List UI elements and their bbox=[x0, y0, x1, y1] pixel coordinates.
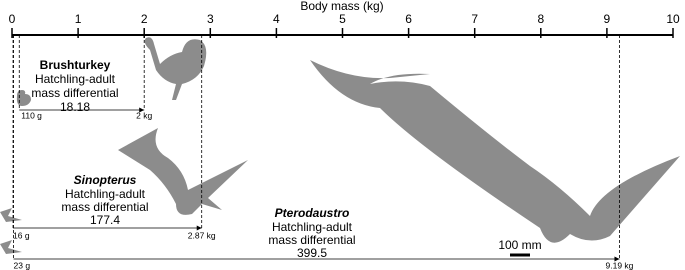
group-description: Hatchling-adult bbox=[272, 220, 353, 234]
group-description: Hatchling-adult bbox=[65, 187, 146, 201]
group-description: Hatchling-adult bbox=[35, 72, 116, 86]
pterodaustro-adult bbox=[310, 60, 680, 243]
x-tick-label: 10 bbox=[666, 12, 680, 26]
hatchling-label: 16 g bbox=[13, 230, 30, 240]
group-name: Brushturkey bbox=[40, 58, 111, 72]
x-tick-label: 9 bbox=[604, 12, 611, 26]
silhouettes bbox=[0, 37, 680, 254]
hatchling-label: 110 g bbox=[21, 110, 42, 120]
x-tick-label: 8 bbox=[537, 12, 544, 26]
group-differential: 399.5 bbox=[297, 246, 327, 260]
sinopterus-adult bbox=[118, 128, 248, 215]
group-name: Sinopterus bbox=[74, 173, 137, 187]
axis-label: Body mass (kg) bbox=[300, 0, 383, 13]
group-description: mass differential bbox=[268, 233, 355, 247]
brushturkey-adult bbox=[144, 37, 207, 100]
arrow-head bbox=[139, 107, 145, 113]
adult-label: 2.87 kg bbox=[188, 230, 216, 240]
x-tick-label: 4 bbox=[273, 12, 280, 26]
x-tick-label: 6 bbox=[405, 12, 412, 26]
pterosaur-hatchlings bbox=[0, 208, 22, 254]
arrow-head bbox=[614, 256, 620, 262]
x-tick-label: 3 bbox=[207, 12, 214, 26]
x-tick-label: 7 bbox=[471, 12, 478, 26]
group-differential: 18.18 bbox=[60, 100, 90, 114]
group-differential: 177.4 bbox=[90, 213, 120, 227]
hatchling-label: 23 g bbox=[14, 260, 31, 270]
scale-bar-label: 100 mm bbox=[498, 238, 541, 252]
adult-label: 2 kg bbox=[136, 110, 152, 120]
group-description: mass differential bbox=[61, 200, 148, 214]
group-name: Pterodaustro bbox=[275, 206, 350, 220]
adult-label: 9.19 kg bbox=[606, 260, 634, 270]
x-tick-label: 0 bbox=[9, 12, 16, 26]
x-tick-label: 1 bbox=[75, 12, 82, 26]
group-description: mass differential bbox=[31, 86, 118, 100]
brushturkey-hatchling bbox=[16, 90, 31, 106]
arrow-head bbox=[196, 225, 202, 231]
x-tick-label: 2 bbox=[141, 12, 148, 26]
x-tick-label: 5 bbox=[339, 12, 346, 26]
